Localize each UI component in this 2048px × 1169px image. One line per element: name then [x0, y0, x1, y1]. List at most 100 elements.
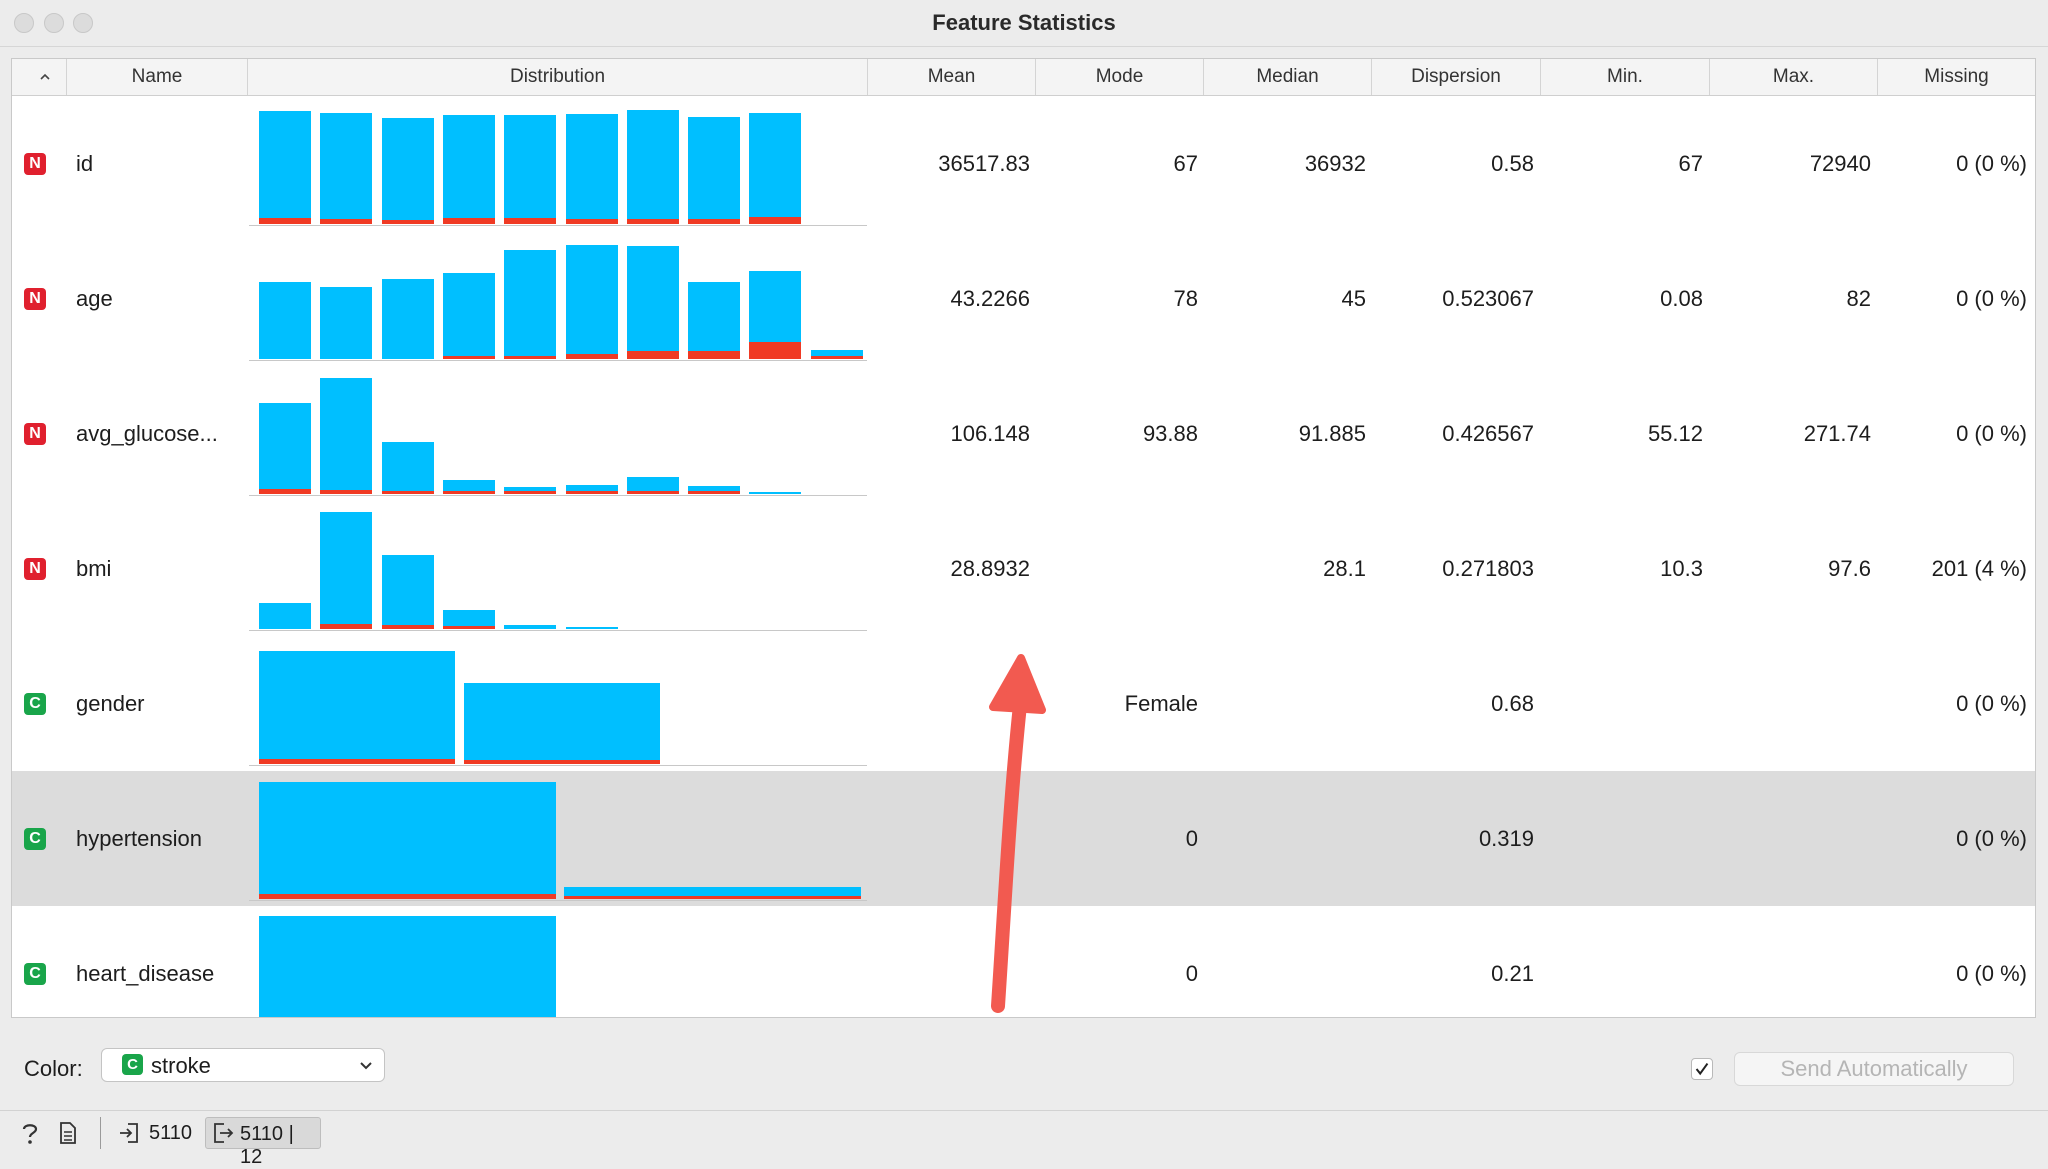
column-header-name[interactable]: Name: [67, 59, 248, 95]
column-header-min[interactable]: Min.: [1541, 59, 1710, 95]
cell-max: 82: [1846, 286, 1871, 311]
stroke-segment: [565, 219, 618, 224]
stroke-segment: [504, 355, 557, 359]
cell-dispersion: 0.319: [1478, 826, 1534, 851]
distribution-chart: [249, 366, 867, 498]
send-automatically-button[interactable]: Send Automatically: [1734, 1052, 2014, 1086]
distribution-bar: [810, 349, 863, 359]
feature-name: gender: [76, 691, 145, 716]
column-header-median[interactable]: Median: [1204, 59, 1372, 95]
distribution-bar: [749, 270, 802, 359]
cell-dispersion: 0.426567: [1442, 421, 1534, 446]
report-icon[interactable]: [58, 1121, 78, 1145]
cell-missing: 0 (0 %): [1956, 691, 2027, 716]
cell-mode: 67: [1173, 151, 1198, 176]
feature-name: hypertension: [76, 826, 202, 851]
distribution-bar: [565, 484, 618, 494]
column-header-missing[interactable]: Missing: [1924, 66, 1989, 87]
distribution-bar: [320, 378, 373, 494]
stroke-segment: [442, 490, 495, 494]
bottom-controls: Color: C stroke Send Automatically: [0, 1018, 2048, 1108]
cell-mean: 43.2266: [950, 286, 1030, 311]
statistics-table[interactable]: Name Distribution Mean Mode Median Dispe…: [11, 58, 2036, 1018]
distribution-bar: [688, 485, 741, 494]
numeric-variable-icon: N: [24, 153, 46, 175]
feature-name: heart_disease: [76, 961, 215, 986]
column-header-mode[interactable]: Mode: [1036, 59, 1204, 95]
output-summary[interactable]: 5110 | 12: [205, 1117, 321, 1168]
feature-name: id: [76, 151, 94, 176]
distribution-bar: [442, 115, 495, 224]
distribution-bar: [688, 282, 741, 359]
distribution-bar: [749, 113, 802, 224]
zoom-window-button[interactable]: [73, 13, 93, 33]
stroke-segment: [442, 625, 495, 629]
categorical-variable-icon: C: [24, 963, 46, 985]
output-icon: [214, 1123, 234, 1143]
distribution-bar: [259, 782, 556, 899]
stroke-segment: [381, 625, 434, 629]
cell-dispersion: 0.68: [1491, 691, 1534, 716]
cell-dispersion: 0.21: [1491, 961, 1534, 986]
stroke-segment: [688, 350, 741, 359]
numeric-variable-icon: N: [24, 558, 46, 580]
sort-toggle[interactable]: [12, 59, 67, 95]
send-automatically-checkbox[interactable]: [1691, 1058, 1713, 1080]
color-select[interactable]: C stroke: [101, 1048, 385, 1082]
distribution-chart: [249, 906, 867, 1017]
title-bar: Feature Statistics: [0, 0, 2048, 47]
distribution-chart: [249, 501, 867, 633]
distribution-bar: [320, 113, 373, 224]
distribution-bar: [626, 245, 679, 359]
distribution-bar: [381, 278, 434, 359]
help-icon[interactable]: [20, 1122, 40, 1146]
cell-min: 67: [1678, 151, 1703, 176]
cell-missing: 0 (0 %): [1956, 826, 2027, 851]
cell-mean: 106.148: [950, 421, 1030, 446]
column-header-distribution[interactable]: Distribution: [248, 59, 868, 95]
cell-min: 55.12: [1647, 421, 1703, 446]
stroke-segment: [259, 894, 556, 899]
cell-dispersion: 0.58: [1491, 151, 1534, 176]
distribution-bar: [259, 603, 311, 629]
stroke-segment: [259, 759, 455, 764]
cell-mode: 0: [1185, 961, 1198, 986]
categorical-badge-icon: C: [122, 1054, 143, 1075]
stroke-segment: [688, 219, 741, 224]
distribution-bar: [565, 627, 618, 629]
distribution-bar: [626, 477, 679, 494]
distribution-bar: [504, 486, 557, 494]
distribution-bar: [464, 682, 660, 764]
stroke-segment: [626, 350, 679, 359]
distribution-baseline: [249, 630, 867, 631]
stroke-segment: [259, 489, 311, 494]
categorical-variable-icon: C: [24, 828, 46, 850]
minimize-window-button[interactable]: [44, 13, 64, 33]
close-window-button[interactable]: [14, 13, 34, 33]
feature-name: bmi: [76, 556, 112, 581]
distribution-bar: [259, 650, 455, 764]
feature-name: avg_glucose...: [76, 421, 218, 446]
cell-mode: 93.88: [1142, 421, 1198, 446]
distribution-bar: [749, 491, 802, 494]
column-header-mean[interactable]: Mean: [868, 59, 1036, 95]
stroke-segment: [381, 490, 434, 494]
distribution-chart: [249, 231, 867, 363]
cell-median: 36932: [1304, 151, 1366, 176]
column-header-max[interactable]: Max.: [1710, 59, 1878, 95]
distribution-bar: [381, 117, 434, 224]
input-count: 5110: [149, 1122, 193, 1144]
cell-missing: 0 (0 %): [1956, 421, 2027, 446]
distribution-baseline: [249, 225, 867, 226]
column-header-dispersion[interactable]: Dispersion: [1372, 59, 1541, 95]
stroke-segment: [564, 895, 861, 899]
cell-missing: 0 (0 %): [1956, 961, 2027, 986]
numeric-variable-icon: N: [24, 423, 46, 445]
